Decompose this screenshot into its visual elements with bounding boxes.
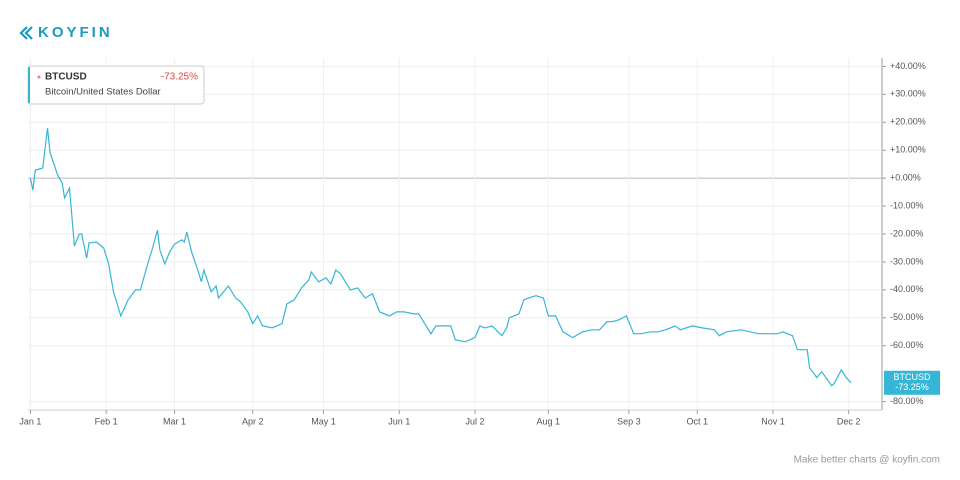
legend-symbol: BTCUSD: [45, 72, 87, 83]
price-line: [29, 128, 852, 387]
legend-change: -73.25%: [161, 72, 198, 83]
x-tick-label: Nov 1: [761, 416, 785, 426]
y-tick-label: -60.00%: [890, 340, 924, 350]
y-tick-label: +0.00%: [890, 173, 921, 183]
x-tick-label: Jan 1: [19, 416, 41, 426]
y-tick-label: +20.00%: [890, 117, 926, 127]
y-tick-label: -80.00%: [890, 396, 924, 406]
y-tick-label: +40.00%: [890, 61, 926, 71]
x-tick-label: Oct 1: [686, 416, 708, 426]
last-value-box: [884, 370, 940, 395]
y-tick-label: -20.00%: [890, 228, 924, 238]
x-tick-label: Dec 2: [837, 416, 861, 426]
x-tick-label: Mar 1: [163, 416, 186, 426]
logo-icon: [19, 26, 33, 40]
y-tick-label: -10.00%: [890, 200, 924, 210]
footer: Make better charts @ koyfin.com: [794, 455, 940, 466]
x-tick-label: Feb 1: [95, 416, 118, 426]
y-tick-label: +10.00%: [890, 145, 926, 155]
legend-description: Bitcoin/United States Dollar: [45, 87, 161, 98]
x-tick-label: Sep 3: [617, 416, 641, 426]
x-tick-label: Jun 1: [388, 416, 410, 426]
plot: +40.00% +30.00% +20.00% +10.00% +0.00% -10.00…: [19, 58, 940, 426]
y-tick-label: -40.00%: [890, 284, 924, 294]
y-tick-label: +30.00%: [890, 89, 926, 99]
y-tick-label: -50.00%: [890, 312, 924, 322]
x-tick-label: Jul 2: [465, 416, 484, 426]
legend-dot: [37, 75, 41, 79]
brand: KOYFIN: [38, 24, 113, 41]
last-value-name: BTCUSD: [893, 372, 931, 382]
x-tick-label: Apr 2: [242, 416, 264, 426]
x-tick-label: Aug 1: [536, 416, 560, 426]
x-tick-label: May 1: [311, 416, 336, 426]
y-tick-label: -30.00%: [890, 256, 924, 266]
last-value-label: -73.25%: [895, 382, 929, 392]
